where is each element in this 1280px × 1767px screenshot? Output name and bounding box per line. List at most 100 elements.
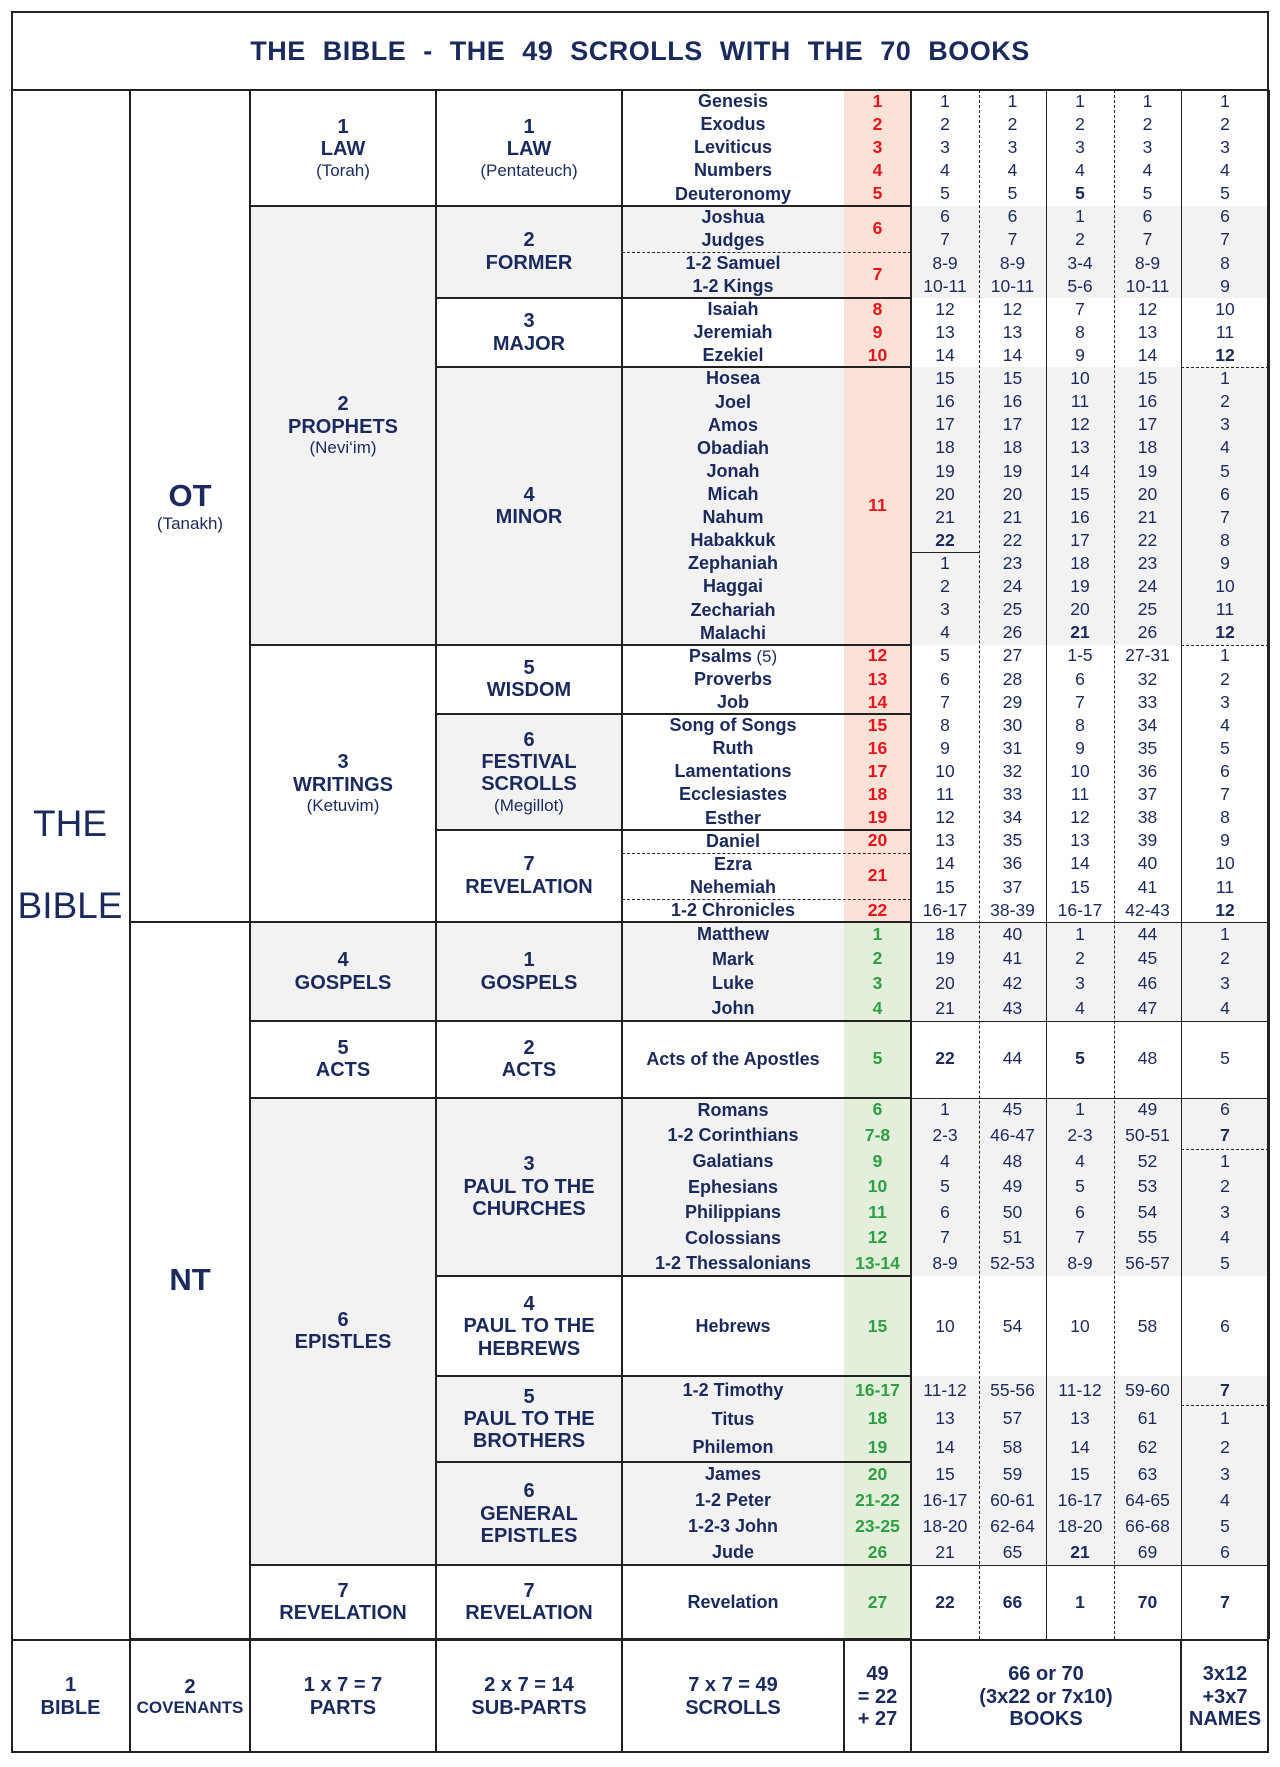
book-number: 7	[940, 1227, 950, 1248]
scroll-cell: 5	[844, 1021, 911, 1098]
book-number: 7	[1220, 1379, 1230, 1400]
number-cell: 54	[979, 1276, 1046, 1376]
book-label: Haggai	[703, 576, 763, 597]
book-row: Daniel	[622, 830, 844, 853]
book-number: 45	[1002, 1099, 1023, 1120]
book-number: 38-39	[990, 899, 1035, 920]
scroll-number: 26	[867, 1541, 888, 1562]
book-name: Revelation	[687, 1592, 779, 1613]
scroll-cell: 4	[844, 159, 911, 183]
book-label: Malachi	[700, 623, 766, 644]
book-row: Jeremiah	[622, 321, 844, 344]
book-row: Habakkuk	[622, 529, 844, 552]
part-cell-number: 1	[337, 115, 349, 138]
book-name: Ruth	[712, 738, 754, 759]
footer-text: (3x22 or 7x10)	[979, 1685, 1113, 1708]
number-cell: 1	[1181, 90, 1269, 113]
book-label: Romans	[697, 1100, 768, 1121]
book-number: 16-17	[922, 1490, 968, 1510]
scroll-cell: 1	[844, 922, 911, 947]
number-cell: 16	[979, 390, 1046, 413]
book-number: 5	[940, 645, 950, 666]
book-number: 6	[1220, 1099, 1230, 1120]
number-cell: 4	[1181, 1488, 1269, 1514]
footer-text: NAMES	[1188, 1707, 1262, 1730]
book-row: Philippians	[622, 1200, 844, 1226]
book-number: 52-53	[990, 1252, 1035, 1273]
book-label: Matthew	[697, 924, 769, 945]
footer-text: SUB-PARTS	[471, 1696, 587, 1719]
book-row: Amos	[622, 414, 844, 437]
book-label: Proverbs	[694, 669, 772, 690]
book-number: 7	[1007, 229, 1018, 250]
subpart-cell: 4 MINOR	[436, 367, 622, 645]
column-line	[979, 90, 980, 1640]
number-cell: 6	[979, 206, 1046, 229]
number-cell: 8	[911, 714, 979, 737]
book-number: 62	[1137, 1436, 1158, 1457]
bible-label: THE	[33, 803, 107, 845]
book-number: 5	[1220, 1048, 1230, 1069]
book-number: 69	[1137, 1541, 1158, 1562]
book-row: 1-2 Samuel	[622, 252, 844, 275]
scroll-cell: 15	[844, 714, 911, 738]
book-number: 2	[1142, 113, 1153, 134]
column-line	[1046, 90, 1047, 1640]
number-cell: 1	[1046, 206, 1114, 229]
book-number: 32	[1137, 668, 1158, 689]
number-cell: 2	[1181, 1433, 1269, 1462]
book-number: 22	[1137, 529, 1158, 550]
book-number: 4	[940, 1150, 950, 1171]
book-number: 18-20	[1057, 1515, 1103, 1536]
number-cell: 15	[911, 367, 979, 390]
book-number: 65	[1002, 1541, 1023, 1562]
number-cell: 20	[979, 483, 1046, 506]
book-row: 1-2 Kings	[622, 275, 844, 298]
number-cell: 70	[1114, 1565, 1181, 1639]
book-number: 5	[1220, 460, 1230, 481]
book-number: 4	[1220, 1490, 1230, 1510]
dashed-separator	[1181, 1404, 1269, 1406]
number-cell: 20	[1046, 598, 1114, 621]
number-cell: 62-64	[979, 1514, 1046, 1540]
book-label: Ezra	[714, 854, 752, 875]
subpart-cell-sub: (Pentateuch)	[480, 160, 578, 180]
number-cell: 3	[1181, 972, 1269, 997]
book-label: Colossians	[685, 1228, 781, 1249]
book-name: Luke	[711, 973, 754, 994]
book-name: Exodus	[700, 114, 766, 135]
number-cell: 1	[1181, 1405, 1269, 1434]
book-group	[622, 922, 911, 1021]
book-number: 11-12	[1058, 1379, 1102, 1400]
book-label: Acts of the Apostles	[646, 1049, 819, 1070]
footer-text: 7 x 7 = 49	[688, 1674, 778, 1697]
book-name: Deuteronomy	[674, 183, 791, 204]
book-number: 7	[1142, 229, 1153, 250]
book-number: 6	[940, 1201, 950, 1222]
book-row: Proverbs	[622, 668, 844, 691]
book-name: Lamentations	[674, 761, 792, 782]
number-cell: 69	[1114, 1540, 1181, 1566]
book-number: 23	[1002, 552, 1023, 573]
scroll-number: 13	[867, 668, 888, 689]
book-number: 10	[1215, 853, 1235, 874]
number-cell: 8	[1046, 321, 1114, 344]
number-cell: 17	[1046, 529, 1114, 552]
book-number: 33	[1137, 691, 1158, 712]
book-number: 10-11	[1125, 275, 1170, 296]
book-number: 27	[1002, 645, 1023, 666]
scroll-number: 21	[867, 864, 888, 885]
book-row: 1-2 Peter	[622, 1488, 844, 1514]
part-cell-number: 5	[337, 1036, 349, 1059]
part-cell-name: WRITINGS	[293, 773, 393, 796]
number-cell: 8	[1046, 714, 1114, 737]
number-cell: 57	[979, 1405, 1046, 1434]
book-number: 12	[1070, 807, 1090, 828]
number-cell: 18	[1046, 552, 1114, 575]
book-number: 10	[1215, 298, 1235, 319]
book-number: 8	[1075, 321, 1085, 342]
number-cell: 21	[911, 996, 979, 1021]
book-number: 9	[1220, 552, 1230, 573]
row-shade	[911, 1461, 1269, 1566]
book-label: Hosea	[706, 368, 760, 389]
